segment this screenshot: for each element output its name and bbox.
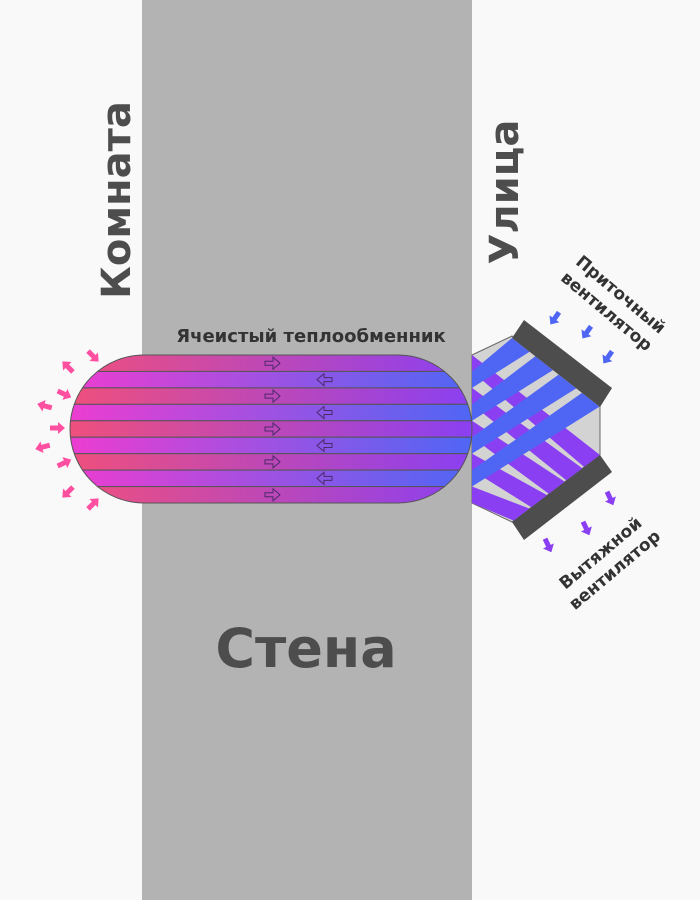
- room-air-out-arrow-icon: [62, 361, 75, 374]
- air-arrows: [35, 310, 616, 553]
- supply-fan: [512, 320, 612, 407]
- room-air-in-arrow-icon: [50, 422, 65, 434]
- warm-channel: [70, 453, 472, 471]
- supply-air-band: [472, 338, 530, 388]
- cold-channel: [70, 469, 472, 488]
- exhaust-air-arrow-icon: [604, 490, 616, 506]
- cold-channel: [70, 370, 472, 389]
- supply-air-band: [472, 374, 577, 454]
- flow-left-arrow-icon: [316, 372, 333, 387]
- air-bands: [472, 338, 600, 521]
- flow-left-arrow-icon: [316, 438, 333, 453]
- exhaust-fan: [512, 455, 612, 540]
- exhaust-air-arrow-icon: [580, 520, 592, 536]
- wall-label: Стена: [215, 617, 396, 680]
- cold-channel: [70, 403, 472, 422]
- room-air-in-arrow-icon: [56, 388, 72, 400]
- flow-right-arrow-icon: [264, 421, 281, 437]
- flow-right-arrow-icon: [264, 454, 281, 469]
- room-air-in-arrow-icon: [56, 457, 72, 469]
- street-label: Улица: [482, 120, 528, 265]
- supply-air-band: [472, 392, 600, 487]
- room-air-out-arrow-icon: [62, 485, 75, 498]
- exchanger-channels: [70, 355, 472, 503]
- flow-right-arrow-icon: [264, 487, 281, 502]
- supply-air-arrow-icon: [549, 310, 562, 325]
- room-air-out-arrow-icon: [35, 441, 51, 454]
- room-air-in-arrow-icon: [86, 349, 99, 362]
- cold-channel: [70, 436, 472, 455]
- warm-channel: [70, 420, 472, 438]
- room-label: Комната: [94, 101, 140, 299]
- flow-right-arrow-icon: [264, 389, 281, 404]
- exchanger-label: Ячеистый теплообменник: [176, 326, 445, 347]
- exhaust-air-arrow-icon: [542, 537, 554, 553]
- warm-channel: [70, 387, 472, 405]
- exchanger-outline: [69, 354, 473, 504]
- flow-left-arrow-icon: [316, 471, 333, 486]
- room-air-out-arrow-icon: [37, 399, 53, 412]
- exhaust-air-band: [472, 486, 530, 521]
- flow-right-arrow-icon: [264, 356, 281, 371]
- supply-air-band: [472, 356, 553, 421]
- flow-left-arrow-icon: [316, 405, 333, 420]
- supply-air-arrow-icon: [581, 324, 594, 339]
- room-air-in-arrow-icon: [86, 498, 99, 511]
- supply-air-arrow-icon: [602, 349, 615, 364]
